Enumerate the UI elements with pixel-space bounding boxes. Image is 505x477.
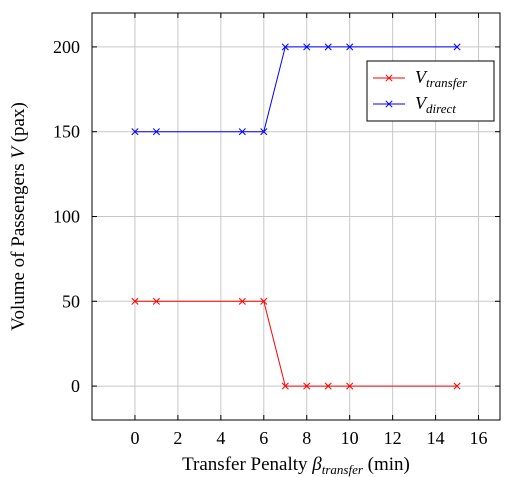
series-transfer bbox=[131, 297, 461, 390]
y-tick-label: 200 bbox=[53, 37, 80, 57]
data-point-transfer bbox=[281, 382, 289, 390]
data-point-direct bbox=[260, 128, 268, 136]
legend-item-transfer: Vtransfer bbox=[373, 67, 468, 90]
data-point-transfer bbox=[152, 297, 160, 305]
x-tick-label: 0 bbox=[130, 428, 139, 448]
y-tick-label: 0 bbox=[71, 376, 80, 396]
data-point-transfer bbox=[260, 297, 268, 305]
y-axis-label-symbol: V bbox=[8, 145, 29, 159]
x-tick-label: 16 bbox=[470, 428, 488, 448]
x-tick-label: 14 bbox=[427, 428, 445, 448]
data-point-direct bbox=[238, 128, 246, 136]
x-tick-label: 4 bbox=[216, 428, 225, 448]
legend-item-direct: Vdirect bbox=[373, 93, 456, 116]
y-axis-label-text: Volume of Passengers bbox=[8, 159, 29, 331]
data-point-transfer bbox=[324, 382, 332, 390]
data-point-direct bbox=[303, 43, 311, 51]
data-point-direct bbox=[281, 43, 289, 51]
legend-label: Vdirect bbox=[415, 93, 456, 116]
x-tick-label: 8 bbox=[302, 428, 311, 448]
data-point-transfer bbox=[131, 297, 139, 305]
x-axis-label-subscript: transfer bbox=[322, 462, 364, 477]
y-tick-label: 150 bbox=[53, 122, 80, 142]
data-point-direct bbox=[346, 43, 354, 51]
x-axis-label-symbol: β bbox=[311, 454, 322, 475]
data-point-direct bbox=[453, 43, 461, 51]
x-tick-label: 6 bbox=[259, 428, 268, 448]
data-point-direct bbox=[324, 43, 332, 51]
data-point-transfer bbox=[303, 382, 311, 390]
x-axis-label-unit: (min) bbox=[363, 454, 410, 475]
x-tick-label: 10 bbox=[341, 428, 359, 448]
legend-marker bbox=[385, 74, 393, 82]
y-axis-label-unit: (pax) bbox=[8, 102, 29, 147]
data-point-transfer bbox=[238, 297, 246, 305]
x-axis-label: Transfer Penalty βtransfer (min) bbox=[182, 454, 410, 477]
legend: Vtransfer Vdirect bbox=[366, 60, 495, 122]
data-point-direct bbox=[152, 128, 160, 136]
series-direct bbox=[131, 43, 461, 136]
series-line-transfer bbox=[134, 300, 458, 387]
data-point-transfer bbox=[346, 382, 354, 390]
data-point-transfer bbox=[453, 382, 461, 390]
data-series bbox=[131, 43, 461, 390]
legend-box bbox=[366, 60, 495, 122]
data-point-direct bbox=[131, 128, 139, 136]
x-tick-label: 2 bbox=[173, 428, 182, 448]
y-tick-label: 50 bbox=[62, 291, 80, 311]
legend-marker bbox=[385, 100, 393, 108]
x-tick-label: 12 bbox=[384, 428, 402, 448]
y-tick-label: 100 bbox=[53, 207, 80, 227]
legend-label: Vtransfer bbox=[415, 67, 468, 90]
y-axis-label: Volume of Passengers V (pax) bbox=[8, 102, 29, 331]
axis-ticks: 0 2 4 6 8 10 12 14 16 0 50 100 150 200 bbox=[53, 13, 500, 448]
x-axis-label-text: Transfer Penalty bbox=[182, 454, 312, 475]
